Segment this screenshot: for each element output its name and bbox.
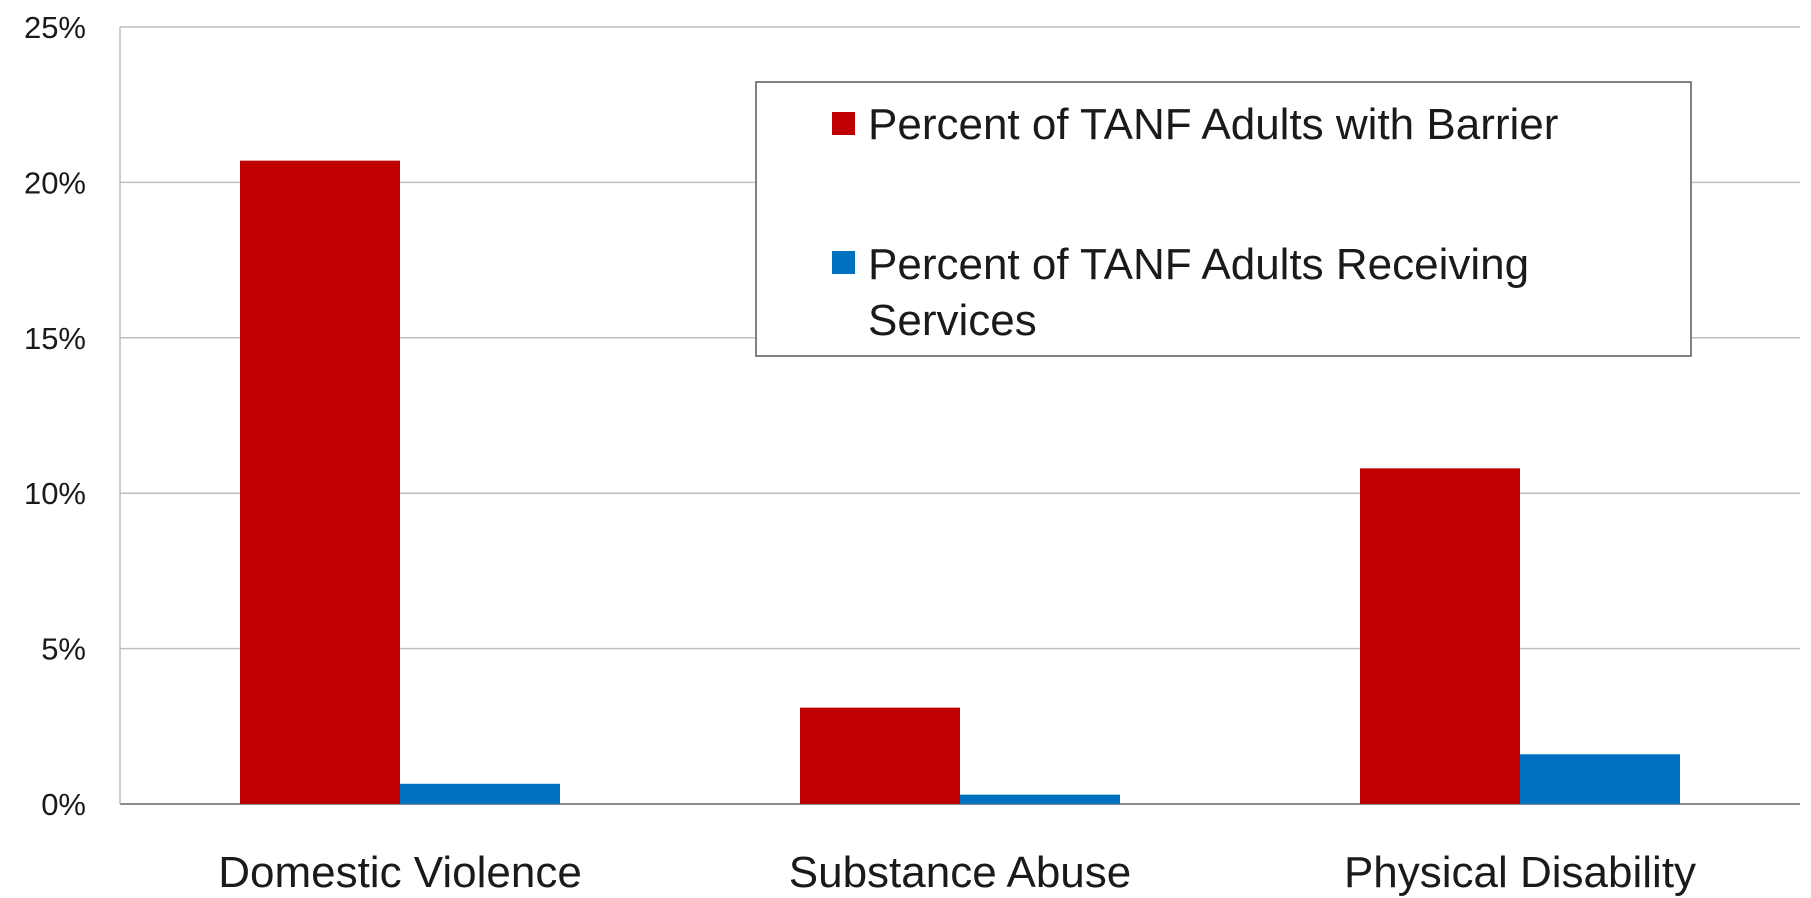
legend-label-barrier: Percent of TANF Adults with Barrier (868, 100, 1558, 149)
legend-box (755, 81, 1692, 357)
bar-barrier (240, 160, 400, 805)
y-tick-label: 0% (41, 787, 86, 822)
y-tick-label: 10% (24, 476, 86, 511)
bar-barrier (800, 707, 960, 804)
legend-label-services-line: Percent of TANF Adults Receiving (868, 240, 1529, 289)
bars (240, 160, 1680, 805)
bar-services (1520, 754, 1680, 804)
legend-swatch-services (832, 251, 855, 274)
y-tick-label: 15% (24, 321, 86, 356)
legend: Percent of TANF Adults with Barrier Perc… (755, 81, 1692, 357)
x-axis-categories: Domestic Violence Substance Abuse Physical… (218, 848, 1696, 897)
bar-barrier (1360, 468, 1520, 804)
bar-services (400, 783, 560, 804)
y-tick-label: 25% (24, 10, 86, 45)
bar-services (960, 794, 1120, 804)
category-label: Physical Disability (1344, 848, 1696, 897)
legend-label-services: Percent of TANF Adults Receiving Services (868, 240, 1529, 345)
y-axis-ticks: 0% 5% 10% 15% 20% 25% (24, 10, 86, 822)
legend-swatch-barrier (832, 112, 855, 135)
y-tick-label: 5% (41, 632, 86, 667)
y-tick-label: 20% (24, 165, 86, 200)
category-label: Domestic Violence (218, 848, 582, 897)
category-label: Substance Abuse (789, 848, 1131, 897)
legend-label-services-line: Services (868, 296, 1037, 345)
